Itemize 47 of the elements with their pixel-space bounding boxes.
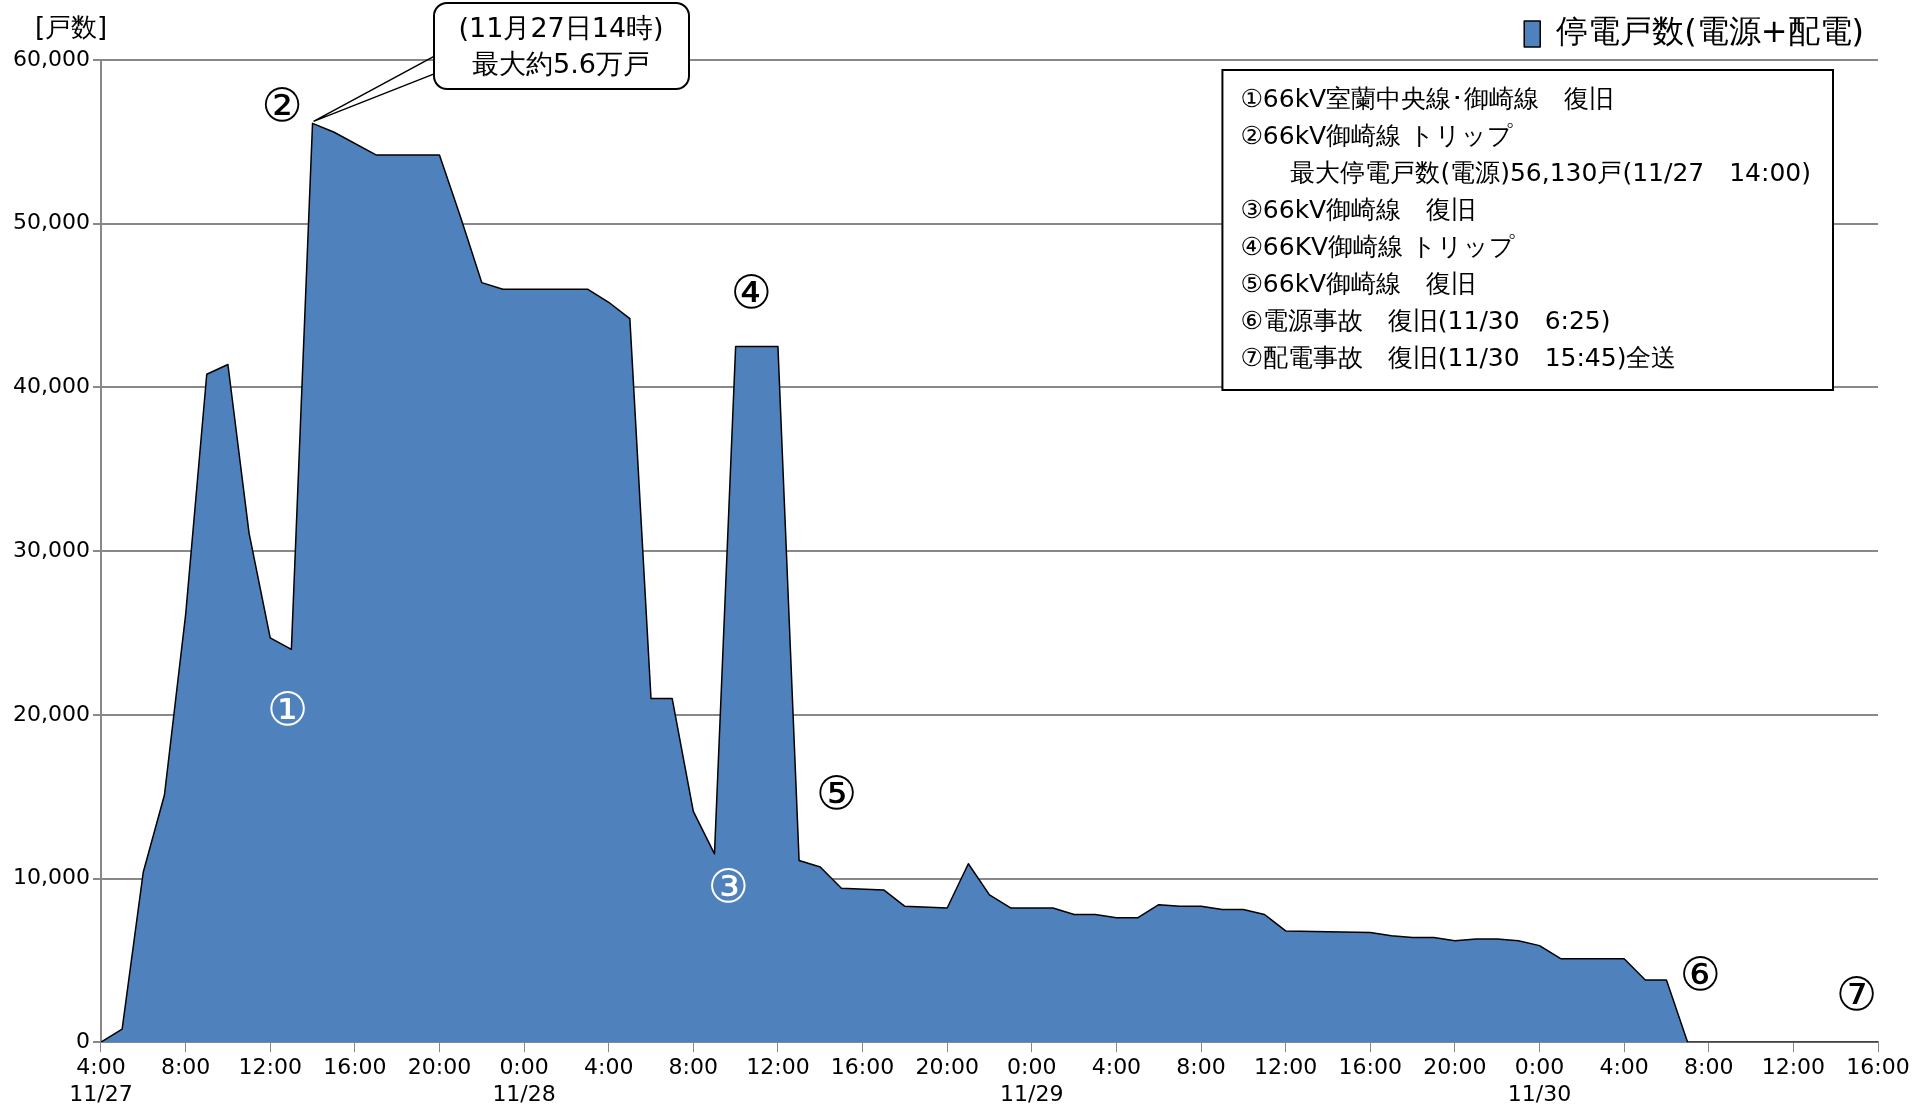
- annotation: ②: [261, 78, 303, 133]
- annotation: 最大停電戸数(電源)56,130戸(11/27 14:00): [1240, 158, 1812, 187]
- x-tick-label: 16:00: [830, 1054, 895, 1080]
- annotation: ①: [266, 682, 309, 737]
- annotation: ④: [730, 264, 772, 319]
- y-axis-title: [戸数]: [34, 11, 108, 42]
- annotation: (11月27日14時) 最大約5.6万戸: [432, 2, 690, 90]
- x-tick-label: 16:00: [1846, 1054, 1910, 1080]
- annotation: ⑥電源事故 復旧(11/30 6:25): [1240, 306, 1611, 335]
- x-tick-label: 16:00: [1338, 1054, 1402, 1080]
- annotation: ③: [707, 858, 749, 913]
- x-tick-label: 16:00: [323, 1054, 387, 1080]
- y-tick-label: 60,000: [12, 45, 90, 71]
- annotation: ⑦配電事故 復旧(11/30 15:45)全送: [1240, 343, 1677, 372]
- x-tick-label: 20:00: [915, 1054, 979, 1080]
- y-tick-label: 40,000: [12, 373, 90, 399]
- x-tick-label: 12:00: [746, 1054, 810, 1080]
- x-tick-label: 0:00 11/29: [1000, 1054, 1064, 1106]
- x-tick-label: 0:00 11/28: [492, 1054, 556, 1106]
- x-tick-label: 8:00: [1684, 1054, 1734, 1080]
- y-tick-label: 0: [75, 1027, 90, 1053]
- x-tick-label: 20:00: [407, 1054, 472, 1080]
- x-tick-label: 12:00: [238, 1054, 302, 1080]
- legend-label: 停電戸数(電源+配電): [1556, 12, 1864, 51]
- annotation: ①66kV室蘭中央線･御崎線 復旧: [1240, 84, 1615, 113]
- x-tick-label: 4:00 11/27: [69, 1054, 133, 1106]
- annotation: ②66kV御崎線 トリップ: [1240, 121, 1514, 150]
- x-tick-label: 8:00: [160, 1054, 211, 1080]
- y-tick-label: 50,000: [12, 209, 90, 235]
- x-tick-label: 8:00: [1176, 1054, 1226, 1080]
- x-tick-label: 8:00: [668, 1054, 719, 1080]
- x-tick-label: 0:00 11/30: [1507, 1054, 1572, 1106]
- x-tick-label: 4:00: [1091, 1054, 1142, 1080]
- annotation: ③66kV御崎線 復旧: [1240, 195, 1477, 224]
- annotation: ⑦: [1836, 966, 1878, 1021]
- y-tick-label: 30,000: [12, 536, 90, 562]
- x-tick-label: 12:00: [1253, 1054, 1318, 1080]
- y-tick-label: 20,000: [12, 700, 90, 726]
- x-tick-label: 12:00: [1761, 1054, 1826, 1080]
- x-tick-label: 20:00: [1423, 1054, 1487, 1080]
- annotation: ⑤66kV御崎線 復旧: [1240, 269, 1477, 298]
- x-tick-label: 4:00: [1599, 1054, 1649, 1080]
- annotation: ④66KV御崎線 トリップ: [1240, 232, 1516, 261]
- x-tick-label: 4:00: [584, 1054, 634, 1080]
- y-tick-label: 10,000: [12, 864, 90, 890]
- annotation: ⑤: [816, 765, 858, 820]
- annotation: ⑥: [1679, 947, 1721, 1002]
